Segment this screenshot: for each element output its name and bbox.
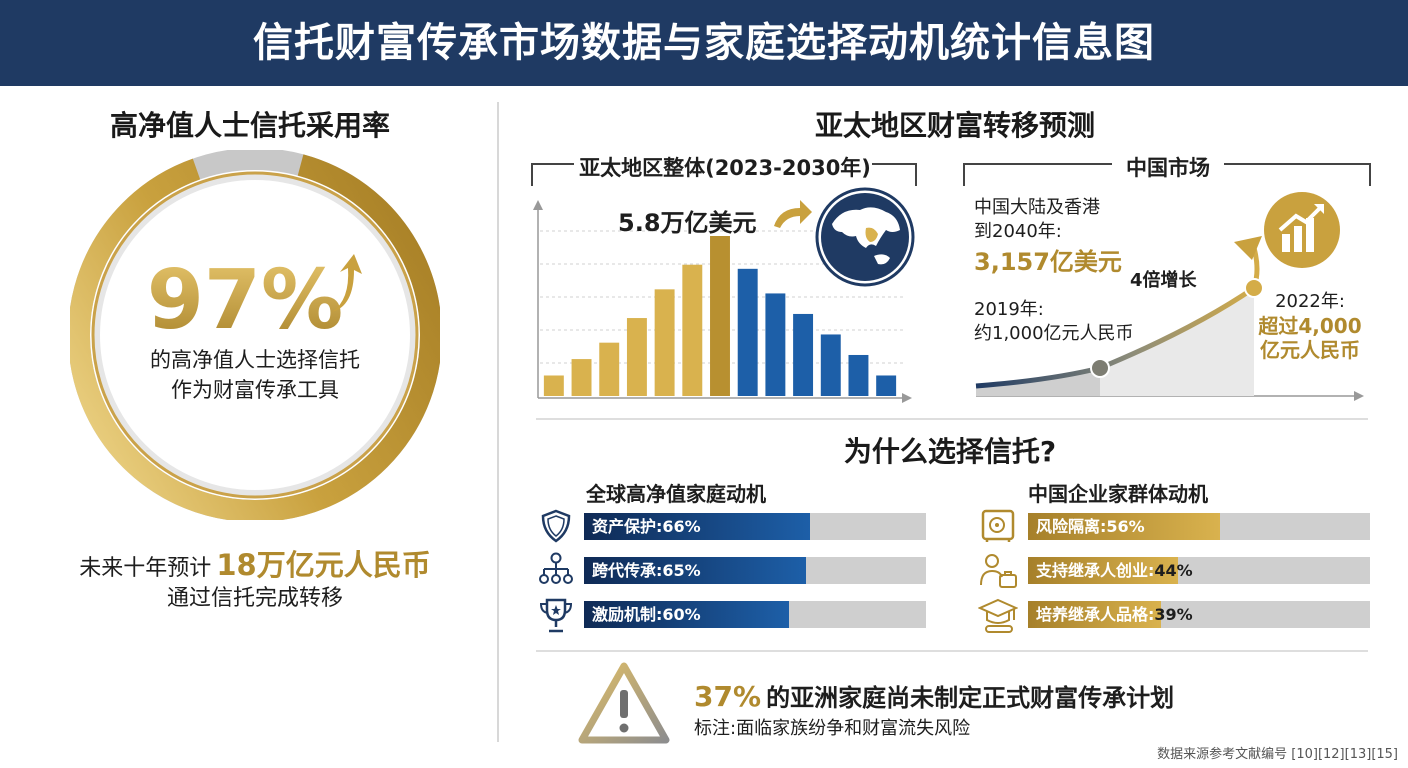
growth-chart-icon: [1264, 192, 1340, 268]
motive-bar-label: 资产保护:66%: [592, 517, 701, 536]
motive-bar-fill: [1028, 557, 1179, 584]
adoption-desc-line1: 的高净值人士选择信托: [150, 348, 360, 372]
forecast-amount: 18万亿元人民币: [216, 548, 431, 582]
y2019-line2: 约1,000亿元人民币: [974, 323, 1134, 344]
growth-label: 4倍增长: [1130, 270, 1197, 291]
y2022-line2: 超过4,000: [1258, 314, 1362, 338]
china-area: [976, 288, 1254, 396]
globe-icon: [815, 187, 915, 287]
regional-x-arrow: [902, 393, 912, 403]
adoption-ring-chart: 97%: [70, 150, 440, 520]
safe-icon: [981, 509, 1015, 542]
regional-bracket: [531, 163, 917, 186]
regional-bar: [793, 313, 814, 396]
motive-label-name: 培养继承人品格:: [1036, 605, 1155, 624]
china-x-arrow: [1354, 391, 1364, 401]
regional-bar-chart: [533, 200, 912, 403]
growth-arrowhead: [1234, 236, 1262, 260]
divider-apac-why: [536, 418, 1368, 420]
adoption-desc: 的高净值人士选择信托 作为财富传承工具: [110, 345, 400, 405]
forecast-line1: 未来十年预计 18万亿元人民币: [40, 542, 470, 584]
motive-bar-label: 支持继承人创业:44%: [1028, 557, 1193, 584]
motive-label-value: 39%: [1154, 605, 1193, 624]
motive-bar-fill: [1028, 513, 1220, 540]
motive-bar-fill: [584, 601, 790, 628]
regional-bar: [876, 375, 897, 396]
china-2040-block: 中国大陆及香港 到2040年:: [974, 196, 1100, 244]
adoption-desc-line2: 作为财富传承工具: [171, 378, 339, 402]
warning-text: 的亚洲家庭尚未制定正式财富传承计划: [766, 684, 1175, 712]
adoption-percent: 97%: [147, 253, 343, 348]
entrepreneur-icon: [980, 554, 1017, 588]
point-2022: [1244, 278, 1264, 298]
forecast-line2: 通过信托完成转移: [166, 586, 343, 611]
divider-why-warning: [536, 650, 1368, 652]
regional-bar: [682, 264, 703, 396]
motive-bar-label: 培养继承人品格:39%: [1028, 601, 1193, 628]
y2022-line3: 亿元人民币: [1260, 338, 1360, 362]
regional-bar: [571, 359, 592, 396]
motive-bar-fill: [1028, 601, 1162, 628]
shield-icon: [541, 509, 571, 543]
adoption-title: 高净值人士信托采用率: [109, 109, 390, 142]
motive-bar-label: 激励机制:60%: [592, 605, 701, 624]
trophy-icon: [539, 598, 573, 633]
motive-label-name: 支持继承人创业:: [1036, 561, 1155, 580]
warning-headline: 37% 的亚洲家庭尚未制定正式财富传承计划: [694, 678, 1174, 713]
arrow-up-icon: [332, 254, 362, 312]
regional-label: 亚太地区整体(2023-2030年): [579, 156, 871, 180]
warning-icon: [578, 662, 670, 744]
china-bracket: [963, 163, 1371, 186]
regional-bar: [626, 318, 647, 396]
regional-bar: [654, 289, 675, 396]
y2022-block: 2022年: 超过4,000 亿元人民币: [1256, 290, 1364, 362]
why-title: 为什么选择信托?: [843, 435, 1057, 468]
regional-bar: [765, 293, 786, 396]
regional-y-arrow: [533, 200, 543, 210]
point-2019: [1090, 358, 1110, 378]
regional-bar: [848, 354, 869, 396]
motive-bar-label: 跨代传承:65%: [592, 561, 701, 580]
apac-title: 亚太地区财富转移预测: [814, 109, 1095, 142]
china-motives-title: 中国企业家群体动机: [1028, 482, 1208, 506]
warning-percent: 37%: [694, 680, 762, 713]
china-2040-line1: 中国大陆及香港: [974, 197, 1100, 218]
motive-label-value: 44%: [1154, 561, 1193, 580]
y2019-block: 2019年: 约1,000亿元人民币: [974, 298, 1134, 346]
motive-bar-fill: [584, 557, 807, 584]
regional-bar: [710, 236, 730, 396]
y2019-line1: 2019年:: [974, 299, 1044, 320]
ring-inner-track: [94, 174, 416, 496]
vertical-divider: [497, 102, 499, 742]
motive-bar-fill: [584, 513, 810, 540]
china-growth-chart: [975, 236, 1364, 401]
source-footnote: 数据来源参考文献编号 [10][12][13][15]: [1157, 747, 1398, 762]
regional-bar: [820, 334, 841, 396]
global-motives-title: 全球高净值家庭动机: [586, 482, 766, 506]
ring-fill: [70, 150, 440, 520]
y2022-line1: 2022年:: [1275, 291, 1345, 312]
family-tree-icon: [539, 552, 573, 584]
china-label: 中国市场: [1126, 156, 1210, 180]
forecast-prefix: 未来十年预计: [79, 556, 212, 581]
graduation-icon: [978, 598, 1018, 633]
motive-bar-label: 风险隔离:56%: [1036, 517, 1145, 536]
warning-note: 标注:面临家族纷争和财富流失风险: [694, 718, 971, 739]
china-2040-value: 3,157亿美元: [974, 248, 1122, 276]
regional-bar: [543, 375, 564, 396]
ring-inner-line: [91, 171, 419, 499]
header-bar: [0, 0, 1408, 86]
page-title: 信托财富传承市场数据与家庭选择动机统计信息图: [253, 20, 1155, 66]
regional-bar: [737, 268, 758, 396]
regional-bar: [599, 342, 620, 396]
china-2040-line2: 到2040年:: [974, 221, 1062, 242]
growth-curve: [975, 247, 1260, 389]
regional-amount: 5.8万亿美元: [618, 209, 757, 237]
curved-arrow-icon: [774, 200, 812, 228]
